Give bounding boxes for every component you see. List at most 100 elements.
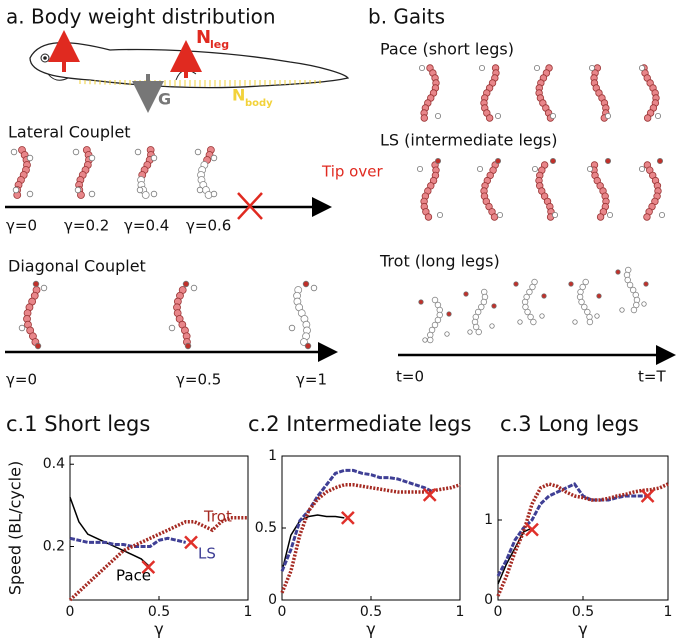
- body-segment: [587, 319, 593, 325]
- body-segment: [142, 192, 149, 199]
- series-line: [70, 497, 150, 567]
- foot: [137, 187, 143, 193]
- y-tick-label: 0.5: [255, 520, 277, 536]
- series-label: LS: [198, 545, 216, 563]
- foot: [211, 155, 217, 161]
- foot: [135, 149, 141, 155]
- foot: [185, 343, 191, 349]
- x-tick-label: 0.5: [148, 604, 170, 620]
- body-segment: [427, 337, 433, 343]
- foot: [542, 294, 546, 298]
- annotation: Tip over: [321, 163, 383, 181]
- foot: [534, 65, 539, 70]
- foot: [477, 166, 482, 171]
- chart-title: c.2 Intermediate legs: [248, 412, 471, 436]
- tip-over-marker: [185, 536, 197, 548]
- foot: [644, 282, 648, 286]
- y-tick-label: 1: [484, 512, 493, 528]
- time-label: t=T: [638, 368, 666, 386]
- foot: [33, 281, 39, 287]
- foot: [642, 302, 646, 306]
- section-title: Diagonal Couplet: [8, 257, 146, 276]
- foot: [75, 187, 81, 193]
- panel-title: a. Body weight distribution: [6, 5, 276, 29]
- foot: [447, 312, 451, 316]
- body-segment: [627, 282, 633, 288]
- foot: [417, 166, 422, 171]
- x-tick-label: 1: [664, 604, 673, 620]
- foot: [620, 308, 624, 312]
- foot: [89, 191, 95, 197]
- foot: [495, 158, 500, 163]
- force-label-sub: leg: [210, 38, 229, 51]
- body-segment: [478, 304, 484, 310]
- foot: [151, 191, 157, 197]
- plot-frame: [70, 456, 248, 600]
- foot: [437, 212, 442, 217]
- foot: [41, 285, 47, 291]
- x-axis-label: γ: [154, 620, 163, 639]
- foot: [468, 330, 472, 334]
- gamma-label: γ=0.6: [186, 217, 231, 235]
- foot: [639, 166, 644, 171]
- foot: [616, 270, 620, 274]
- eye-pupil: [43, 56, 47, 60]
- foot: [11, 149, 17, 155]
- foot: [435, 113, 440, 118]
- body-segment: [421, 115, 428, 122]
- body-segment: [581, 304, 587, 310]
- foot: [289, 325, 295, 331]
- foot: [573, 320, 577, 324]
- foot: [211, 191, 217, 197]
- body-segment: [486, 115, 493, 122]
- chart-title: c.3 Long legs: [500, 412, 639, 436]
- foot: [659, 212, 664, 217]
- gait-title: Trot (long legs): [379, 252, 500, 271]
- foot: [89, 155, 95, 161]
- foot: [19, 325, 25, 331]
- foot: [197, 187, 203, 193]
- body-segment: [491, 214, 498, 221]
- tip-over-marker: [642, 490, 654, 502]
- x-tick-label: 0.5: [360, 604, 382, 620]
- body-segment: [531, 319, 537, 325]
- body-segment: [583, 279, 589, 285]
- foot: [195, 149, 201, 155]
- foot: [495, 113, 500, 118]
- y-tick-label: 0: [268, 592, 277, 608]
- x-tick-label: 0: [278, 604, 287, 620]
- gamma-label: γ=0: [6, 371, 37, 389]
- x-tick-label: 0: [494, 604, 503, 620]
- x-tick-label: 0: [66, 604, 75, 620]
- foot: [169, 325, 175, 331]
- x-tick-label: 1: [244, 604, 253, 620]
- foot: [73, 149, 79, 155]
- foot: [607, 212, 612, 217]
- foot: [550, 113, 555, 118]
- force-label-sub: body: [245, 98, 273, 109]
- panel-title: b. Gaits: [368, 5, 445, 29]
- foot: [27, 191, 33, 197]
- foot: [464, 292, 468, 296]
- force-label: G: [158, 90, 171, 109]
- series-line: [282, 485, 460, 593]
- y-tick-label: 1: [268, 448, 277, 464]
- series-line: [70, 538, 186, 546]
- foot: [191, 285, 197, 291]
- x-axis-label: γ: [366, 620, 375, 639]
- foot: [540, 314, 544, 318]
- foot: [497, 212, 502, 217]
- y-tick-label: 0.4: [43, 456, 65, 472]
- foot: [151, 155, 157, 161]
- gamma-label: γ=0: [6, 217, 37, 235]
- foot: [657, 158, 662, 163]
- x-tick-label: 0.5: [572, 604, 594, 620]
- series-label: Pace: [116, 567, 151, 585]
- series-line: [70, 518, 248, 600]
- body-segment: [530, 284, 536, 290]
- gamma-label: γ=1: [296, 371, 327, 389]
- foot: [532, 166, 537, 171]
- foot: [597, 294, 601, 298]
- foot: [445, 332, 449, 336]
